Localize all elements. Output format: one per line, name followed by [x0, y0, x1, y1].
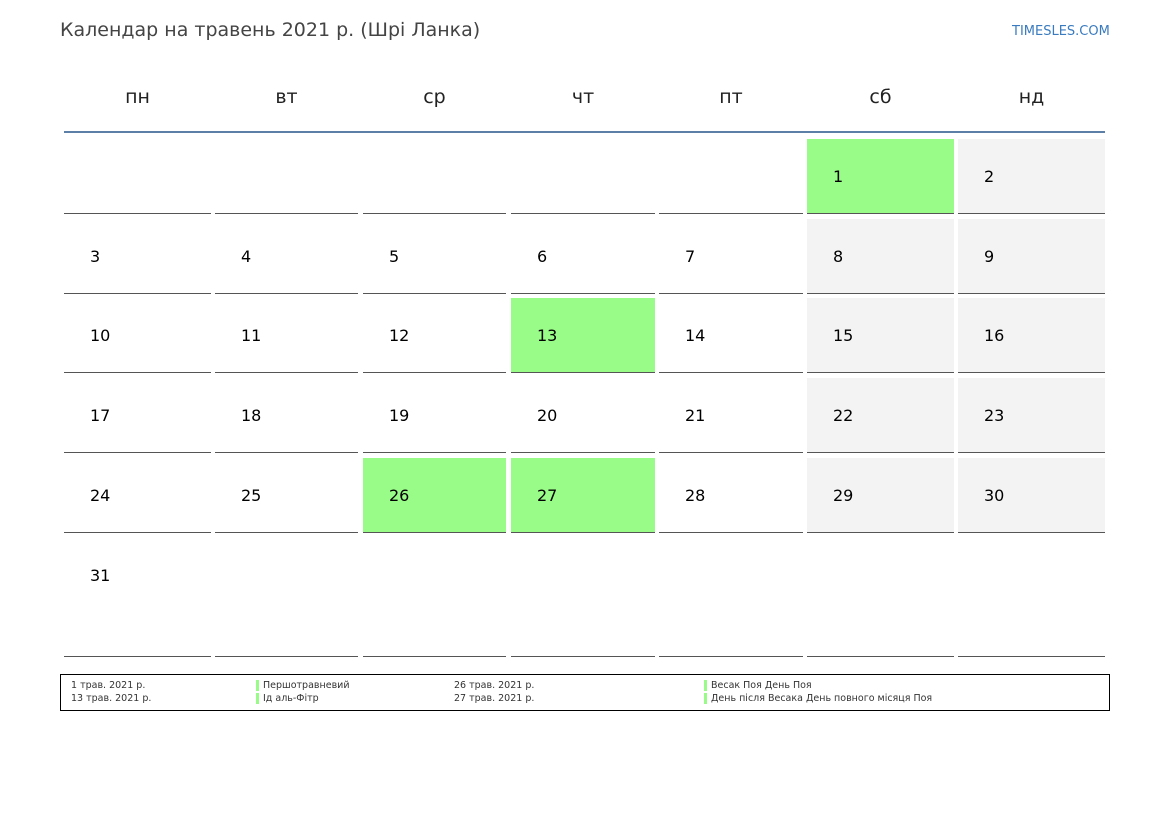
day-number: 30: [984, 486, 1005, 505]
legend-holiday-name: Весак Поя День Поя: [711, 680, 812, 691]
day-cell: 29: [807, 458, 954, 533]
day-cell: 8: [807, 219, 954, 294]
legend-color-marker: [256, 680, 259, 691]
holiday-legend: 1 трав. 2021 р. Першотравневий 13 трав. …: [60, 674, 1110, 711]
day-number: 12: [389, 326, 410, 345]
empty-cell: [363, 538, 506, 657]
empty-cell: [363, 139, 506, 214]
day-number: 10: [90, 326, 111, 345]
legend-color-marker: [704, 693, 707, 704]
empty-cell: [659, 139, 803, 214]
day-number: 9: [984, 247, 995, 266]
weekday-label: чт: [571, 86, 595, 108]
day-number: 8: [833, 247, 844, 266]
day-number: 7: [685, 247, 696, 266]
day-number: 4: [241, 247, 252, 266]
day-cell: 31: [64, 538, 211, 657]
legend-date: 26 трав. 2021 р.: [454, 680, 535, 691]
day-number: 27: [537, 486, 558, 505]
day-number: 14: [685, 326, 706, 345]
day-cell: 14: [659, 298, 803, 373]
day-cell: 3: [64, 219, 211, 294]
day-number: 18: [241, 406, 262, 425]
day-number: 17: [90, 406, 111, 425]
page-title: Календар на травень 2021 р. (Шрі Ланка): [60, 19, 481, 41]
day-number: 13: [537, 326, 558, 345]
day-number: 20: [537, 406, 558, 425]
legend-color-marker: [256, 693, 259, 704]
day-cell: 17: [64, 378, 211, 453]
weekday-label: пн: [125, 86, 150, 108]
day-cell: 16: [958, 298, 1105, 373]
day-number: 11: [241, 326, 262, 345]
day-number: 26: [389, 486, 410, 505]
day-number: 5: [389, 247, 400, 266]
day-cell: 2: [958, 139, 1105, 214]
day-cell: 26: [363, 458, 506, 533]
day-number: 2: [984, 167, 995, 186]
empty-cell: [215, 538, 358, 657]
day-cell: 22: [807, 378, 954, 453]
empty-cell: [511, 139, 655, 214]
day-cell: 5: [363, 219, 506, 294]
day-cell: 10: [64, 298, 211, 373]
day-cell: 18: [215, 378, 358, 453]
day-cell: 1: [807, 139, 954, 214]
day-cell: 20: [511, 378, 655, 453]
site-link[interactable]: TIMESLES.COM: [1012, 24, 1110, 39]
day-cell: 6: [511, 219, 655, 294]
legend-date: 13 трав. 2021 р.: [71, 693, 152, 704]
day-number: 24: [90, 486, 111, 505]
day-cell: 23: [958, 378, 1105, 453]
header-divider: [64, 131, 1105, 133]
day-cell: 7: [659, 219, 803, 294]
day-number: 28: [685, 486, 706, 505]
weekday-label: пт: [719, 86, 743, 108]
day-number: 6: [537, 247, 548, 266]
day-number: 21: [685, 406, 706, 425]
day-cell: 21: [659, 378, 803, 453]
day-number: 1: [833, 167, 844, 186]
day-cell: 24: [64, 458, 211, 533]
day-cell: 28: [659, 458, 803, 533]
legend-date: 27 трав. 2021 р.: [454, 693, 535, 704]
empty-cell: [64, 139, 211, 214]
day-cell: 4: [215, 219, 358, 294]
legend-color-marker: [704, 680, 707, 691]
day-cell: 9: [958, 219, 1105, 294]
empty-cell: [511, 538, 655, 657]
weekday-label: вт: [275, 86, 298, 108]
day-number: 16: [984, 326, 1005, 345]
day-number: 31: [90, 566, 111, 585]
day-number: 29: [833, 486, 854, 505]
legend-holiday-name: День після Весака День повного місяця По…: [711, 693, 933, 704]
day-number: 22: [833, 406, 854, 425]
legend-holiday-name: Першотравневий: [263, 680, 350, 691]
weekday-label: нд: [1018, 86, 1045, 108]
day-cell: 27: [511, 458, 655, 533]
day-number: 3: [90, 247, 101, 266]
day-number: 15: [833, 326, 854, 345]
legend-date: 1 трав. 2021 р.: [71, 680, 146, 691]
day-cell: 19: [363, 378, 506, 453]
empty-cell: [807, 538, 954, 657]
day-cell: 25: [215, 458, 358, 533]
day-cell: 15: [807, 298, 954, 373]
day-number: 19: [389, 406, 410, 425]
empty-cell: [659, 538, 803, 657]
day-cell: 11: [215, 298, 358, 373]
legend-holiday-name: Ід аль-Фітр: [263, 693, 319, 704]
day-cell: 12: [363, 298, 506, 373]
day-cell: 30: [958, 458, 1105, 533]
weekday-label: сб: [869, 86, 892, 108]
day-cell: 13: [511, 298, 655, 373]
empty-cell: [958, 538, 1105, 657]
day-number: 25: [241, 486, 262, 505]
empty-cell: [215, 139, 358, 214]
weekday-label: ср: [423, 86, 446, 108]
day-number: 23: [984, 406, 1005, 425]
